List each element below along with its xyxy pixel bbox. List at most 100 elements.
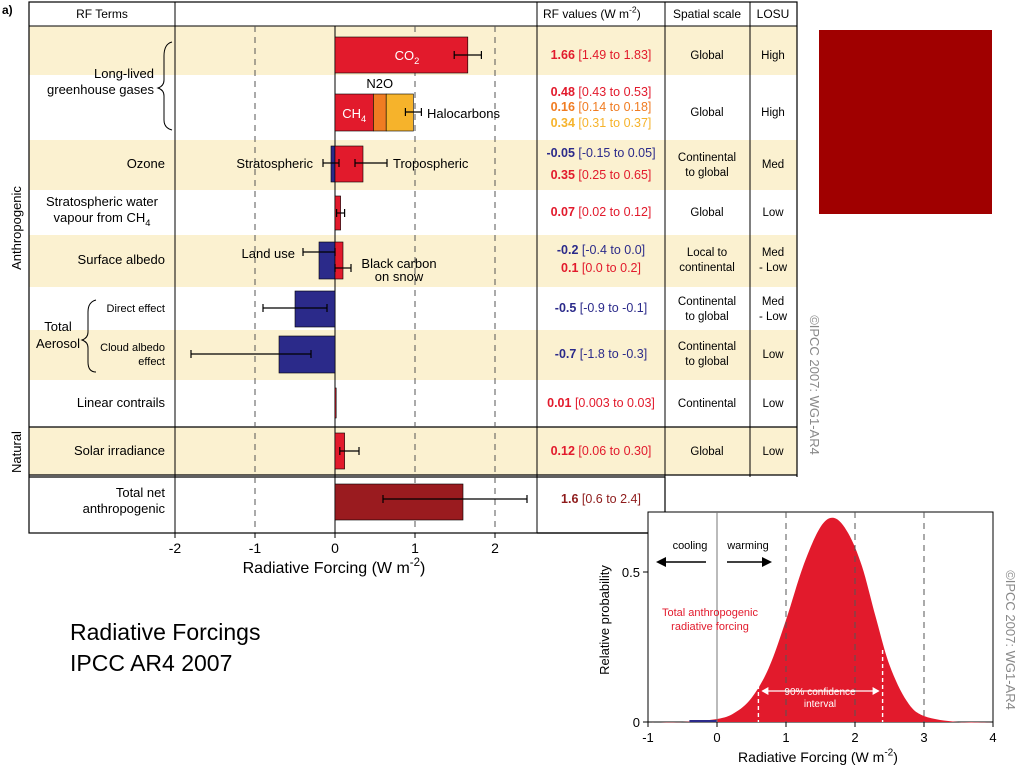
rf-value-text: -0.7 [-1.8 to -0.3] xyxy=(555,347,647,361)
panel-label-a: a) xyxy=(2,3,13,17)
y-tick-label: 0 xyxy=(633,715,640,730)
losu-text: - Low xyxy=(759,262,788,274)
term-label-3: Surface albedo xyxy=(78,252,165,267)
term-label-0: Long-lived xyxy=(94,66,154,81)
spatial-scale-text: to global xyxy=(685,167,728,179)
rf-value-text: 1.66 [1.49 to 1.83] xyxy=(551,48,652,62)
losu-text: - Low xyxy=(759,311,788,323)
negative-tail xyxy=(689,720,717,722)
warming-label: warming xyxy=(726,540,769,552)
losu-text: Med xyxy=(762,247,784,259)
bar-co2 xyxy=(334,36,469,74)
credit-text: ©IPCC 2007: WG1-AR4 xyxy=(1003,570,1018,710)
x-tick-label: 4 xyxy=(989,730,996,745)
spatial-scale-text: Continental xyxy=(678,152,736,164)
term-label-6: Linear contrails xyxy=(77,395,166,410)
table-frame xyxy=(28,1,798,534)
bar-label-halocarbons: Halocarbons xyxy=(427,106,500,121)
x-tick-label: 1 xyxy=(411,540,419,556)
rf-value-text: 0.07 [0.02 to 0.12] xyxy=(551,205,652,219)
caption-line-2: IPCC AR4 2007 xyxy=(70,650,233,676)
row-band xyxy=(29,235,797,287)
rf-value-text: -0.2 [-0.4 to 0.0] xyxy=(557,243,645,257)
rf-value-text: 0.34 [0.31 to 0.37] xyxy=(551,116,652,130)
total-aerosol-label: Aerosol xyxy=(36,336,80,351)
ci-label: interval xyxy=(804,699,836,710)
bar-label-black-carbon: on snow xyxy=(375,269,424,284)
bar-label-land-use: Land use xyxy=(242,246,296,261)
x-axis-label: Radiative Forcing (W m-2) xyxy=(738,748,898,765)
warming-arrow-head xyxy=(762,557,772,567)
ghg-brace xyxy=(156,41,173,131)
header-rf-values: RF values (W m-2) xyxy=(543,5,641,21)
term-label-4: Direct effect xyxy=(107,303,166,315)
bar-label-stratospheric: Stratospheric xyxy=(236,156,313,171)
term-label-2: Stratospheric water xyxy=(46,194,159,209)
bar-ch4 xyxy=(334,93,374,132)
rf-value-text: -0.05 [-0.15 to 0.05] xyxy=(546,146,655,160)
bar-total-net xyxy=(334,483,464,521)
spatial-scale-text: Continental xyxy=(678,398,736,410)
bar-label-tropospheric: Tropospheric xyxy=(393,156,469,171)
losu-text: High xyxy=(761,50,785,62)
red-color-swatch xyxy=(819,30,992,214)
ci-label: 90% confidence xyxy=(784,687,856,698)
bar-label-ch4: CH4 xyxy=(342,106,366,124)
header-rf-terms: RF Terms xyxy=(76,7,128,21)
x-axis-label: Radiative Forcing (W m-2) xyxy=(243,557,426,577)
header-losu: LOSU xyxy=(757,7,790,21)
distribution-area xyxy=(648,517,993,723)
ci-arrow-head xyxy=(761,687,769,695)
rf-value-text: -0.5 [-0.9 to -0.1] xyxy=(555,301,647,315)
term-label-8: anthropogenic xyxy=(83,501,166,516)
bar-label-co2: CO2 xyxy=(395,48,420,66)
x-tick-label: -2 xyxy=(169,540,182,556)
spatial-scale-text: Global xyxy=(690,446,723,458)
term-label-7: Solar irradiance xyxy=(74,443,165,458)
cooling-arrow-head xyxy=(656,557,666,567)
spatial-scale-text: Continental xyxy=(678,296,736,308)
bar-linear-contrails xyxy=(334,387,337,419)
aerosol-brace xyxy=(80,299,97,373)
x-tick-label: 2 xyxy=(851,730,858,745)
x-tick-label: -1 xyxy=(249,540,262,556)
distribution-label: radiative forcing xyxy=(671,621,749,633)
x-tick-label: 0 xyxy=(713,730,720,745)
credit-text: ©IPCC 2007: WG1-AR4 xyxy=(807,315,822,455)
distribution-label: Total anthropogenic xyxy=(662,607,759,619)
x-tick-label: 3 xyxy=(920,730,927,745)
losu-text: Med xyxy=(762,159,784,171)
header-spatial-scale: Spatial scale xyxy=(673,7,741,21)
bar-label-black-carbon: Black carbon xyxy=(361,256,436,271)
spatial-scale-text: Local to xyxy=(687,247,727,259)
row-band xyxy=(29,330,797,380)
group-label-anthropogenic: Anthropogenic xyxy=(9,186,24,270)
losu-text: Low xyxy=(762,207,784,219)
term-label-5: Cloud albedo xyxy=(100,342,165,354)
term-label-2: vapour from CH4 xyxy=(54,210,151,228)
total-aerosol-label: Total xyxy=(44,319,72,334)
losu-text: Med xyxy=(762,296,784,308)
spatial-scale-text: to global xyxy=(685,356,728,368)
group-label-natural: Natural xyxy=(9,431,24,473)
term-label-5: effect xyxy=(138,356,165,368)
rf-value-text: 0.48 [0.43 to 0.53] xyxy=(551,85,652,99)
spatial-scale-text: Global xyxy=(690,207,723,219)
bar-black-carbon xyxy=(334,241,344,280)
term-label-1: Ozone xyxy=(127,156,165,171)
spatial-scale-text: Continental xyxy=(678,341,736,353)
rf-value-text: 1.6 [0.6 to 2.4] xyxy=(561,492,641,506)
x-tick-label: 1 xyxy=(782,730,789,745)
rf-value-text: 0.16 [0.14 to 0.18] xyxy=(551,100,652,114)
y-axis-label: Relative probability xyxy=(597,565,612,675)
rf-value-text: 0.12 [0.06 to 0.30] xyxy=(551,444,652,458)
rf-value-text: 0.01 [0.003 to 0.03] xyxy=(547,396,655,410)
losu-text: High xyxy=(761,107,785,119)
spatial-scale-text: Global xyxy=(690,50,723,62)
spatial-scale-text: Global xyxy=(690,107,723,119)
bar-direct-effect xyxy=(294,290,336,328)
bar-label-n2o: N2O xyxy=(366,76,393,91)
term-label-8: Total net xyxy=(116,485,166,500)
y-tick-label: 0.5 xyxy=(622,565,640,580)
